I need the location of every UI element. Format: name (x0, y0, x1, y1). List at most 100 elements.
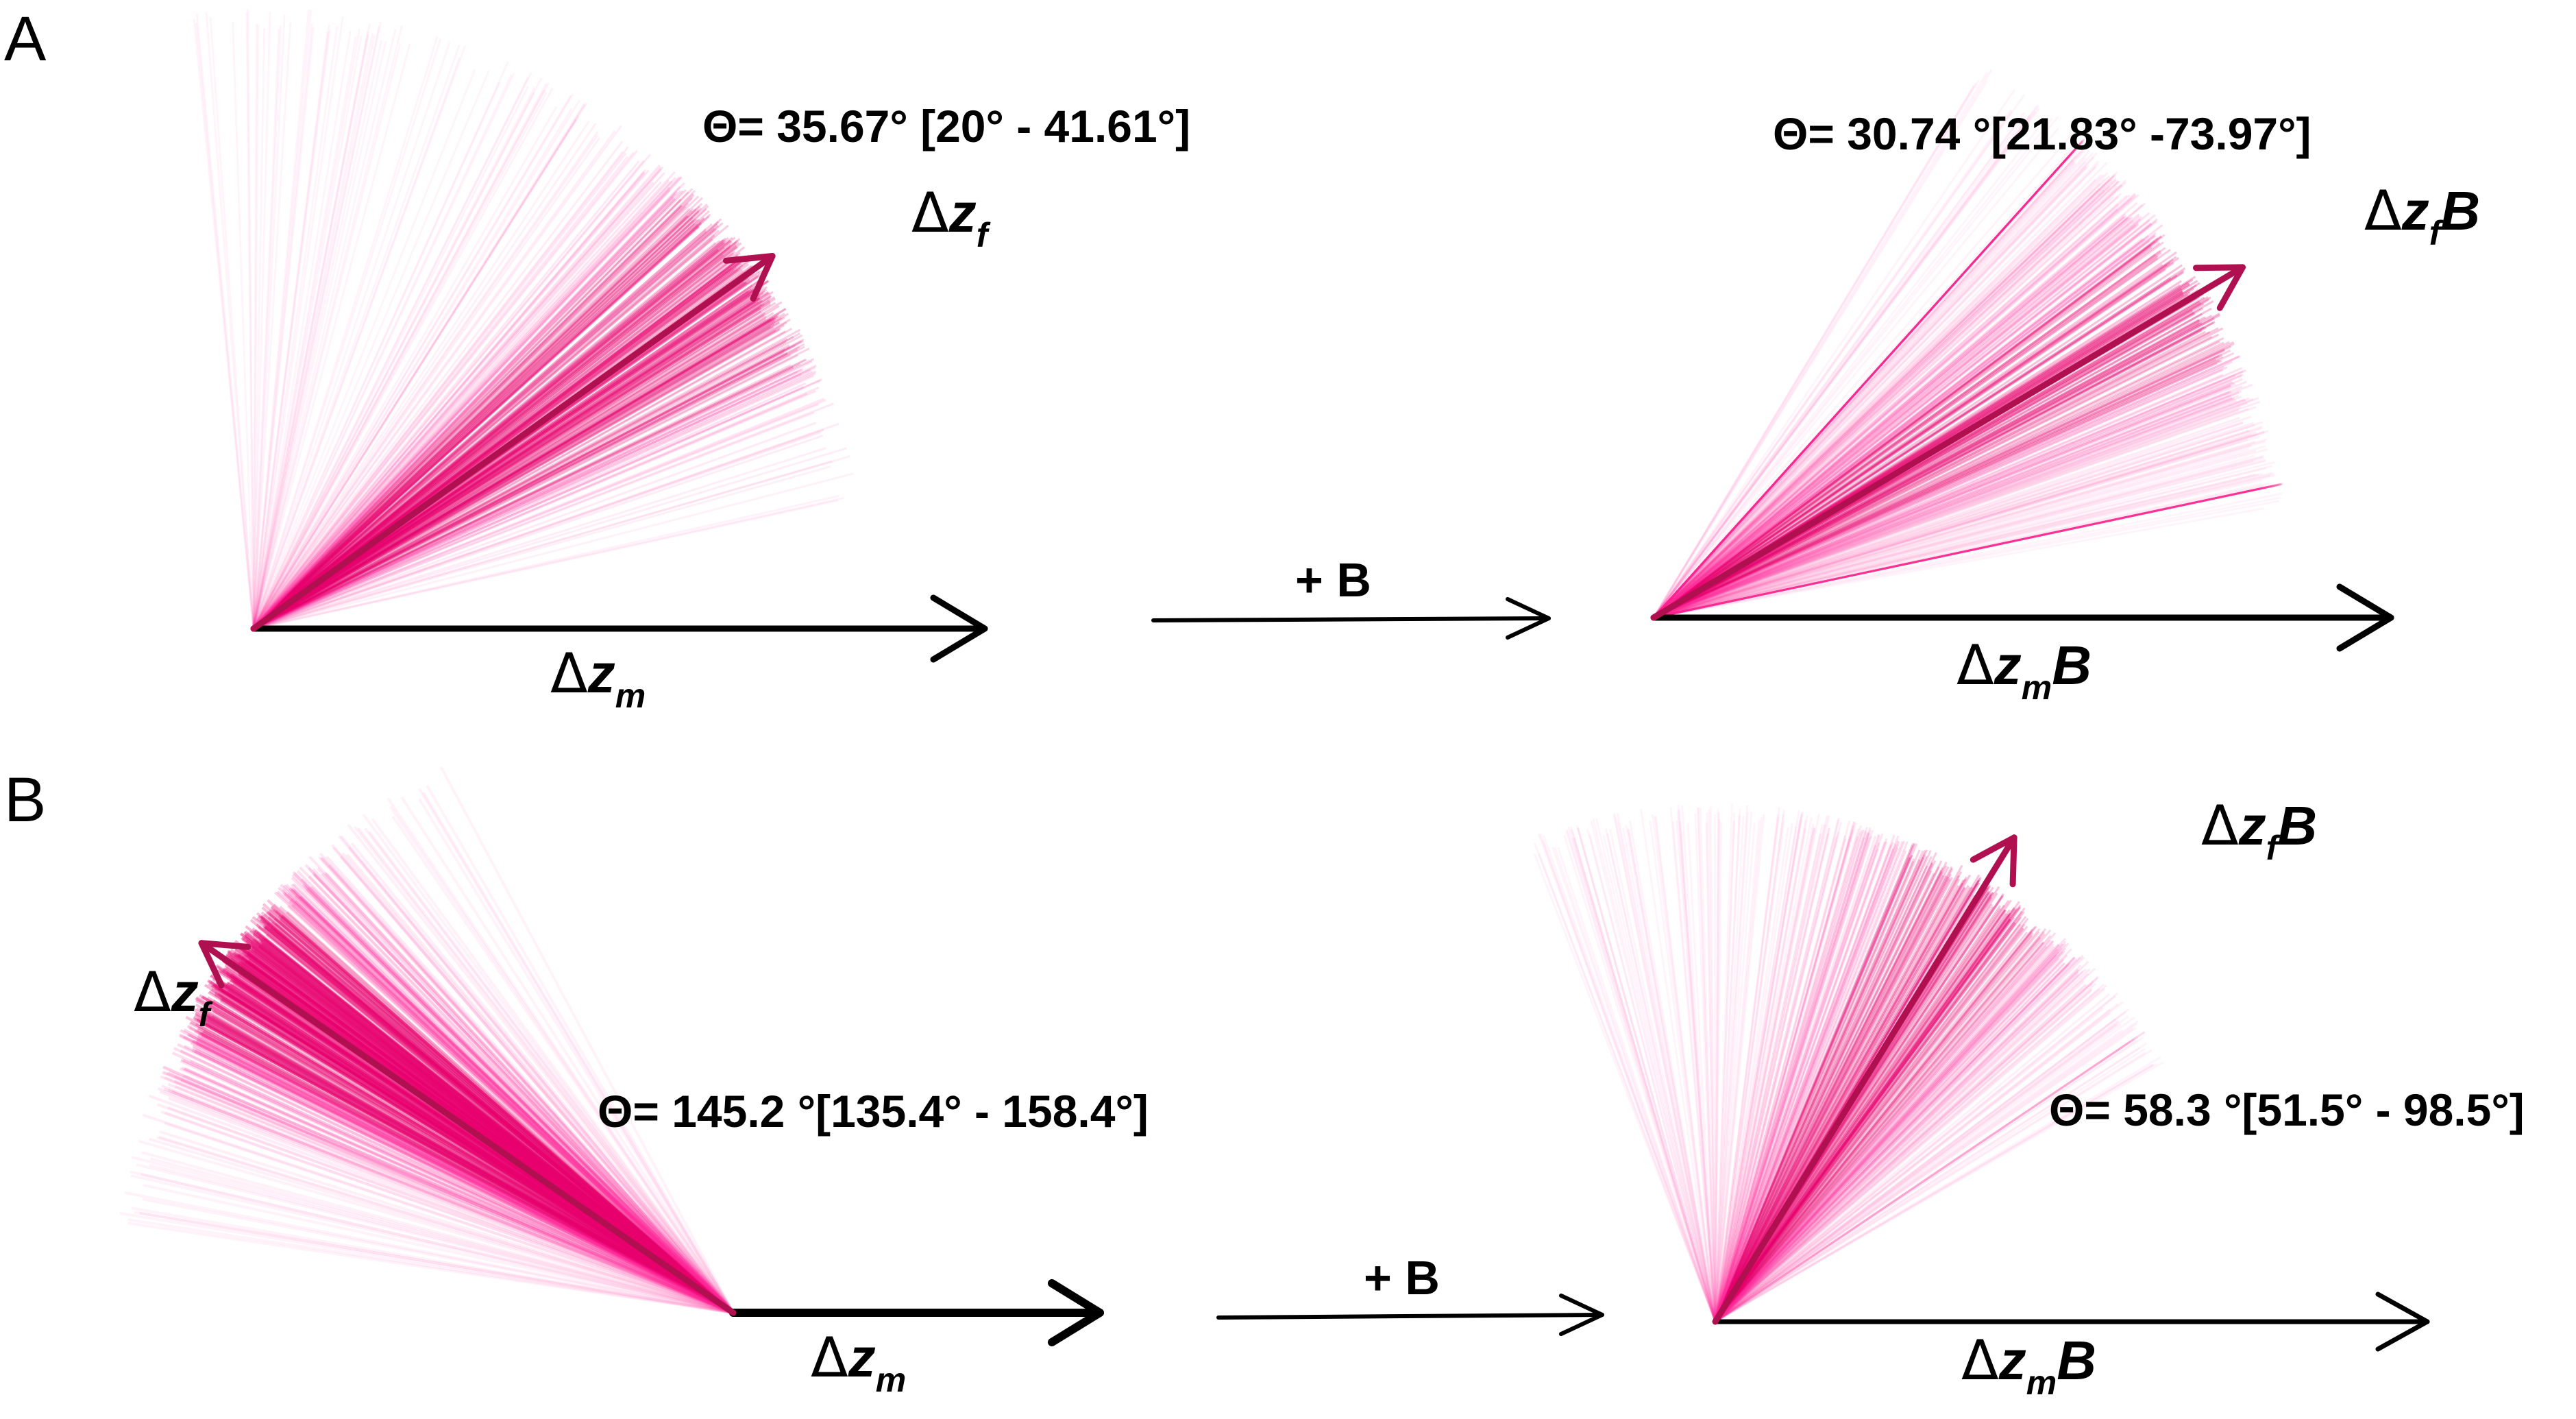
fan-b-left-ray (212, 999, 735, 1314)
fan-b-right-ray (1714, 912, 2007, 1322)
fan-a-right-ray (1653, 483, 2281, 619)
fan-a-left-ray (252, 36, 363, 629)
fan-b-left-ray (194, 1017, 734, 1314)
fan-a-left-ray (252, 108, 573, 629)
fan-b-left-ray (371, 818, 735, 1314)
fan-b-right-ray (1565, 830, 1717, 1322)
fan-a-right-ray (1653, 217, 2131, 619)
fan-b-left-ray (273, 917, 735, 1314)
fan-a-right-ray (1653, 337, 2224, 619)
fan-b-left-ray (127, 1218, 734, 1314)
fan-b-right-ray (1714, 910, 2023, 1322)
fan-b-left-ray (234, 939, 735, 1314)
fan-a-left-ray (253, 317, 776, 630)
fan-b-left-ray (196, 1028, 734, 1314)
fan-a-right-ray (1653, 440, 2266, 619)
fan-a-left-ray (253, 297, 760, 630)
fan-b-right-ray (1676, 820, 1717, 1322)
fan-a-right-ray (1653, 213, 2140, 619)
fan-a-right-ray (1653, 473, 2256, 619)
fan-a-left-ray (253, 332, 800, 630)
fan-b-right-ray (1714, 836, 1872, 1322)
fan-a-right-ray (1652, 149, 2076, 619)
fan-a-right-ray (1652, 141, 2083, 619)
fan-b-left-ray (195, 1014, 734, 1314)
vector-arrow-b-left (198, 940, 737, 1316)
fan-a-right-ray (1653, 407, 2241, 619)
fan-a-left-ray (252, 82, 501, 629)
fan-b-right-ray (1714, 927, 2024, 1322)
fan-a-left-ray (252, 92, 535, 629)
fan-a-left-ray (252, 154, 652, 629)
fan-a-right-ray (1653, 483, 2283, 619)
fan-a-left-ray (252, 92, 548, 629)
fan-a-right-ray (1652, 180, 2126, 619)
fan-a-left-ray (252, 197, 704, 630)
fan-a-right-ray (1653, 485, 2274, 619)
fan-b-left-ray (364, 827, 735, 1314)
fan-b-left-ray (357, 827, 735, 1314)
fan-b-left-ray (260, 911, 735, 1314)
fan-b-left-ray (253, 949, 735, 1314)
fan-a-right-ray (1653, 217, 2129, 619)
fan-a-left-ray (252, 205, 683, 630)
fan-a-right-ray (1653, 195, 2128, 619)
fan-a-left-ray (253, 367, 804, 630)
fan-b-right-ray (1654, 815, 1717, 1322)
fan-b-left-ray (298, 895, 735, 1314)
fan-b-left-ray (199, 1008, 734, 1314)
fan-a-left-ray (253, 241, 740, 630)
fan-a-right-ray (1653, 195, 2137, 619)
fan-a-left-ray (252, 131, 599, 629)
fan-b-right-ray (1714, 878, 1967, 1322)
fan-a-left-ray (253, 306, 761, 630)
fan-b-left-ray (245, 947, 735, 1314)
fan-a-right-ray (1652, 164, 2089, 619)
fan-b-right-ray (1714, 817, 1763, 1322)
fan-b-right-ray (1714, 954, 2068, 1323)
vector-a-left-shaft (250, 253, 776, 632)
fan-a-left-ray (253, 348, 785, 630)
fan-b-right-ray (1714, 823, 1815, 1322)
fan-a-right-ray (1653, 486, 2266, 619)
fan-b-left-ray (245, 925, 735, 1314)
fan-b-right-ray (1714, 817, 1841, 1322)
fan-a-right-ray (1653, 483, 2283, 619)
fan-a-right-ray (1653, 445, 2266, 619)
fan-a-right-ray (1652, 149, 2075, 619)
fan-b-left-ray (141, 1151, 734, 1314)
fan-b-right-ray (1714, 849, 1928, 1322)
fan-b-left-ray (212, 1010, 735, 1314)
fan-b-right-ray (1715, 1047, 2146, 1323)
fan-a-left-ray (253, 224, 729, 630)
fan-b-right-ray (1714, 906, 2016, 1322)
fan-a-right-ray (1652, 138, 2085, 619)
fan-b-left-ray (214, 982, 735, 1314)
fan-b-right-ray (1714, 828, 1807, 1322)
fan-a-left-ray (253, 307, 762, 630)
fan-a-right-ray (1653, 455, 2264, 619)
fan-b-right-ray (1714, 860, 1943, 1322)
label-dzm-b-right: ΔzmB (1961, 1329, 2096, 1402)
fan-a-left-ray (252, 171, 676, 630)
fan-b-left-ray (387, 797, 735, 1314)
fan-b-left-ray (197, 1034, 734, 1314)
fan-b-left-ray (196, 1043, 734, 1314)
fan-a-left-ray (252, 193, 676, 630)
fan-b-left-ray (283, 884, 735, 1314)
fan-b-right-ray (1714, 815, 1745, 1322)
fan-a-left-ray (252, 209, 700, 630)
fan-a-left-ray (252, 210, 700, 630)
fan-b-left-ray (143, 1183, 734, 1314)
fan-b-left-ray (180, 1079, 734, 1314)
fan-b-right-ray (1714, 828, 1816, 1322)
fan-b-right-ray (1714, 817, 1813, 1322)
fan-b-left-ray (418, 798, 735, 1314)
fan-b-left-ray (140, 1172, 734, 1314)
fan-b-left-ray (263, 913, 735, 1314)
fan-b-right-ray (1714, 927, 2025, 1322)
fan-b-left-ray (130, 1170, 734, 1314)
fan-b-left-ray (299, 895, 735, 1314)
fan-b-left-ray (291, 903, 735, 1314)
